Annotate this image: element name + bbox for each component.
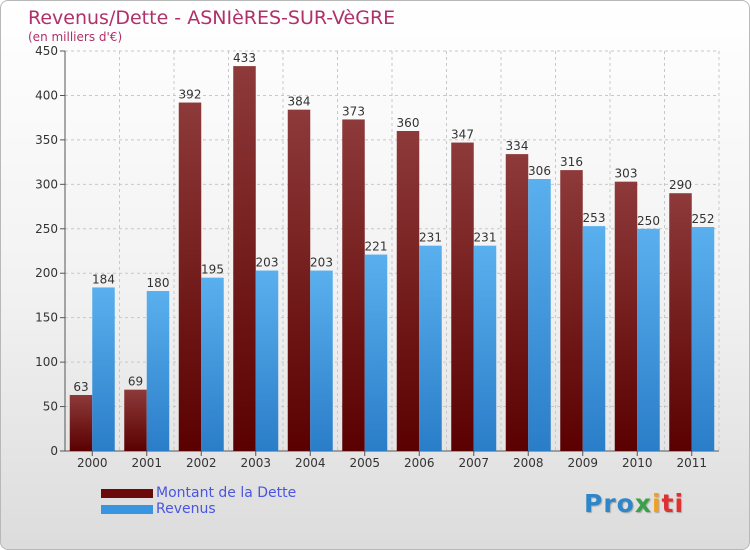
y-tick-label: 0 [50, 444, 58, 458]
data-label-dette: 334 [506, 139, 529, 153]
data-label-dette: 384 [288, 95, 311, 109]
data-label-dette: 303 [615, 167, 638, 181]
y-tick-label: 300 [35, 177, 58, 191]
data-label-dette: 373 [342, 104, 365, 118]
bar-dette [669, 193, 692, 451]
data-label-revenus: 195 [201, 263, 224, 277]
x-tick-label: 2005 [349, 456, 380, 470]
bar-revenus [146, 291, 170, 451]
data-label-revenus: 221 [365, 240, 388, 254]
bar-dette [560, 170, 583, 451]
bar-dette [342, 119, 365, 451]
legend-label-dette: Montant de la Dette [156, 485, 297, 501]
proxiti-logo: Proxiti [584, 489, 685, 518]
chart-title: Revenus/Dette - ASNIèRES-SUR-VèGRE [28, 7, 396, 29]
bar-revenus [582, 226, 606, 451]
y-tick-label: 200 [35, 266, 58, 280]
data-label-dette: 63 [73, 380, 88, 394]
y-tick-label: 350 [35, 133, 58, 147]
bar-dette [614, 181, 638, 451]
y-tick-label: 150 [35, 311, 58, 325]
x-tick-label: 2002 [186, 456, 217, 470]
bar-revenus [473, 245, 497, 451]
bar-dette [451, 142, 474, 452]
y-tick-label: 400 [35, 88, 58, 102]
data-label-revenus: 203 [256, 256, 279, 270]
bar-dette [69, 395, 93, 451]
data-label-revenus: 203 [310, 256, 333, 270]
data-label-revenus: 184 [92, 272, 115, 286]
data-label-revenus: 231 [474, 231, 497, 245]
data-label-dette: 347 [451, 128, 474, 142]
x-tick-label: 2004 [295, 456, 326, 470]
data-label-dette: 392 [179, 88, 202, 102]
bar-dette [178, 102, 202, 452]
bar-revenus [201, 277, 224, 451]
data-label-dette: 290 [669, 178, 692, 192]
bar-dette [396, 131, 420, 451]
data-label-dette: 69 [128, 375, 143, 389]
data-label-revenus: 231 [419, 231, 442, 245]
data-label-revenus: 250 [637, 214, 660, 228]
x-tick-label: 2001 [131, 456, 162, 470]
y-tick-label: 450 [35, 44, 58, 58]
legend-swatch-dette [101, 489, 153, 498]
x-tick-label: 2007 [458, 456, 489, 470]
bar-dette [505, 154, 529, 451]
legend-label-revenus: Revenus [156, 501, 216, 517]
x-tick-label: 2008 [513, 456, 544, 470]
bar-revenus [419, 245, 442, 451]
data-label-revenus: 306 [528, 164, 551, 178]
legend-swatch-revenus [101, 505, 153, 514]
bar-dette [233, 66, 256, 451]
bar-revenus [255, 270, 279, 451]
x-tick-label: 2003 [240, 456, 271, 470]
y-tick-label: 50 [43, 400, 58, 414]
data-label-dette: 360 [397, 116, 420, 130]
x-tick-label: 2010 [622, 456, 653, 470]
data-label-revenus: 253 [583, 211, 606, 225]
data-label-dette: 433 [233, 51, 256, 65]
y-tick-label: 100 [35, 355, 58, 369]
chart-subtitle: (en milliers d'€) [28, 30, 123, 44]
x-tick-label: 2009 [567, 456, 598, 470]
bar-revenus [310, 270, 333, 451]
bar-revenus [364, 254, 388, 451]
x-tick-label: 2011 [676, 456, 707, 470]
data-label-revenus: 180 [147, 276, 170, 290]
bar-revenus [691, 227, 715, 451]
data-label-revenus: 252 [692, 212, 715, 226]
data-label-dette: 316 [560, 155, 583, 169]
y-tick-label: 250 [35, 222, 58, 236]
bar-dette [124, 389, 147, 451]
bar-revenus [528, 179, 551, 451]
x-tick-label: 2000 [77, 456, 108, 470]
bar-revenus [637, 228, 660, 451]
x-tick-label: 2006 [404, 456, 435, 470]
bar-revenus [92, 287, 115, 451]
bar-dette [287, 109, 311, 452]
